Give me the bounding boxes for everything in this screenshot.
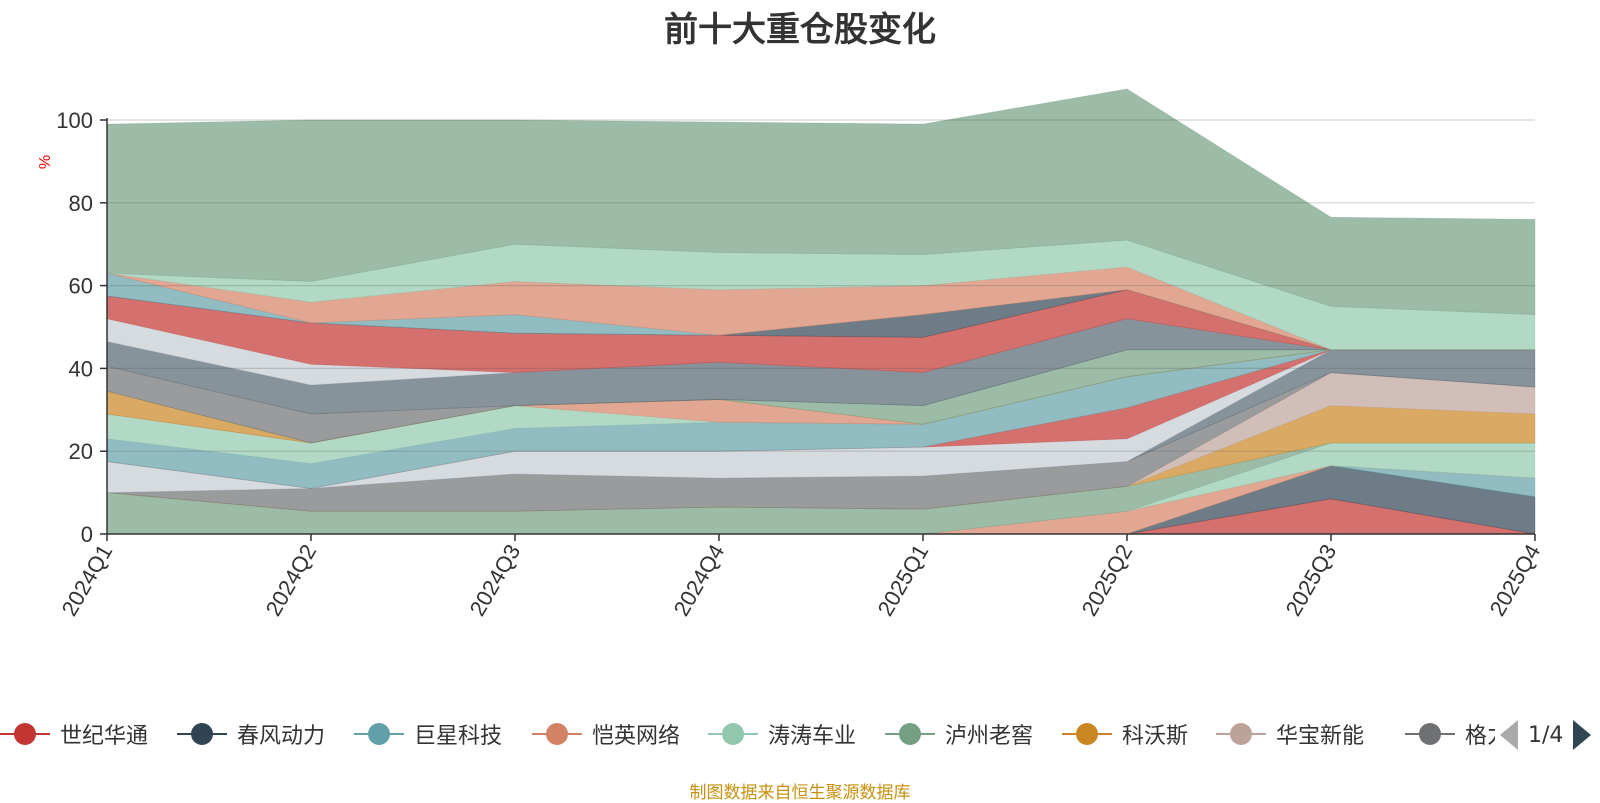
legend-item-涛涛车业[interactable]: 涛涛车业: [708, 714, 856, 754]
legend-item-科沃斯[interactable]: 科沃斯: [1062, 714, 1188, 754]
legend-item-巨星科技[interactable]: 巨星科技: [354, 714, 502, 754]
legend-page-indicator: 1/4: [1528, 722, 1564, 748]
legend-label: 科沃斯: [1122, 724, 1189, 749]
area-立讯精密: [106, 266, 1535, 351]
legend-label: 世纪华通: [60, 724, 149, 749]
x-tick-label: 2025Q1: [873, 540, 934, 620]
y-axis-label: %: [37, 155, 54, 169]
legend-item-华宝新能[interactable]: 华宝新能: [1216, 714, 1364, 754]
x-tick-label: 2025Q2: [1077, 540, 1138, 620]
legend-item-恺英网络[interactable]: 恺英网络: [532, 714, 680, 754]
legend-marker-icon: [354, 719, 404, 749]
legend-prev-page-icon[interactable]: [1500, 720, 1518, 750]
y-tick-label: 60: [69, 274, 93, 299]
legend-label: 泸州老窖: [945, 724, 1034, 749]
y-tick-label: 80: [69, 191, 93, 216]
legend-pager: 1/4: [1500, 718, 1592, 752]
legend-marker-icon: [532, 719, 582, 749]
x-tick-label: 2024Q1: [57, 540, 118, 620]
chart-title: 前十大重仓股变化: [664, 10, 936, 50]
legend-marker-icon: [1062, 719, 1112, 749]
legend-item-格力电器[interactable]: 格力电器: [1405, 714, 1495, 754]
x-tick-label: 2024Q4: [669, 540, 730, 620]
area-海天味业: [106, 349, 1536, 493]
y-tick-label: 0: [81, 522, 93, 547]
x-tick-label: 2025Q4: [1485, 540, 1546, 620]
legend: 世纪华通 春风动力 巨星科技 恺英网络 涛涛车业 泸州老窖 科沃斯 华宝新能 格力电器: [0, 714, 1600, 754]
legend-marker-icon: [885, 719, 935, 749]
legend-label: 华宝新能: [1276, 724, 1365, 749]
legend-marker-icon: [0, 719, 50, 749]
x-tick-label: 2024Q2: [261, 540, 322, 620]
legend-marker-icon: [1405, 719, 1455, 749]
stacked-area-chart: 0 20 40 60 80 100 2024Q1 2024Q2 2024Q3 2024Q4 2025…: [37, 88, 1546, 620]
legend-label: 巨星科技: [414, 724, 503, 749]
y-tick-label: 100: [56, 108, 93, 133]
area-series-group: [106, 88, 1536, 535]
grid-lines: [107, 119, 1535, 452]
legend-item-世纪华通[interactable]: 世纪华通: [0, 714, 148, 754]
x-tick-label: 2025Q3: [1281, 540, 1342, 620]
legend-marker-icon: [708, 719, 758, 749]
legend-marker-icon: [177, 719, 227, 749]
y-tick-label: 20: [69, 439, 93, 464]
legend-label: 春风动力: [237, 724, 326, 749]
y-tick-label: 40: [69, 356, 93, 381]
source-footnote: 制图数据来自恒生聚源数据库: [689, 783, 911, 803]
area-其他: [106, 88, 1536, 315]
legend-label: 格力电器: [1465, 724, 1495, 749]
legend-marker-icon: [1216, 719, 1266, 749]
legend-label: 恺英网络: [592, 724, 681, 749]
legend-label: 涛涛车业: [768, 724, 857, 749]
legend-item-泸州老窖[interactable]: 泸州老窖: [885, 714, 1033, 754]
legend-next-page-icon[interactable]: [1573, 720, 1592, 750]
legend-item-春风动力[interactable]: 春风动力: [177, 714, 325, 754]
x-tick-label: 2024Q3: [465, 540, 526, 620]
